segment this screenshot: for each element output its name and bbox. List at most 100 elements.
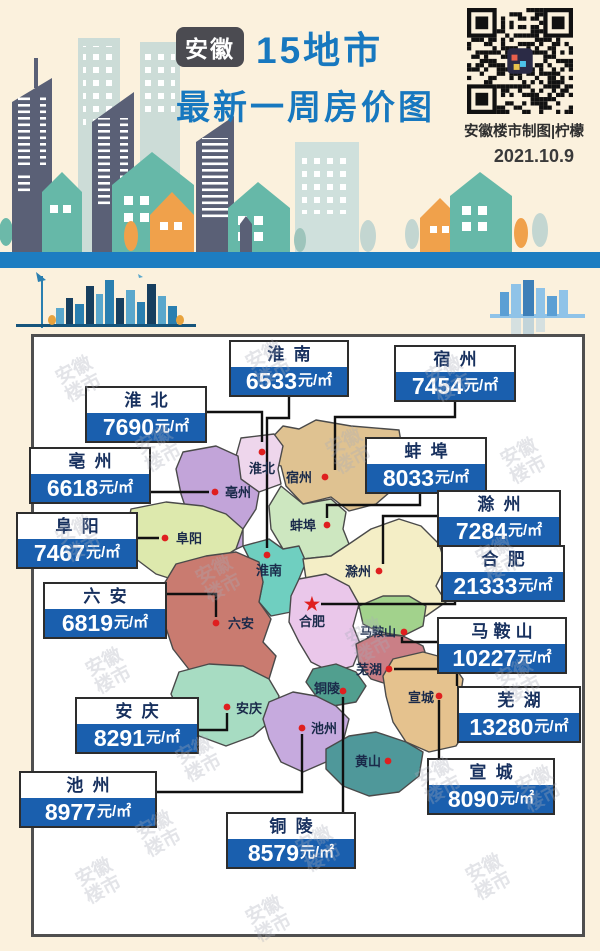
map-label-bozhou: 亳州 [225, 485, 251, 500]
region-maanshan [358, 595, 427, 637]
price-value: 7690 [102, 414, 154, 440]
deco-skyline-left [16, 272, 196, 328]
price-value: 10227 [452, 645, 517, 671]
price-value: 13280 [469, 714, 534, 740]
price-value: 7454 [411, 373, 463, 399]
page-title: 安徽 15地市 最新一周房价图 [176, 20, 435, 129]
map-label-luan: 六安 [228, 616, 254, 631]
price-unit: 元/㎡ [99, 479, 134, 496]
city-price: 8090 元/㎡ [429, 785, 553, 813]
marker-luan [212, 619, 220, 627]
price-value: 6618 [46, 475, 98, 501]
credit-text: 安徽楼市制图|柠檬 [464, 124, 585, 140]
map-label-maanshan: 马鞍山 [360, 624, 396, 639]
price-value: 8977 [44, 799, 96, 825]
province-badge: 安徽 [176, 27, 244, 67]
title-line1: 15地市 [256, 30, 384, 71]
marker-xuancheng [435, 692, 443, 700]
map-label-tongling: 铜陵 [313, 681, 341, 696]
city-price: 21333 元/㎡ [443, 572, 563, 600]
city-name: 铜陵 [228, 814, 354, 839]
marker-bozhou [211, 488, 219, 496]
city-name: 蚌埠 [367, 439, 485, 464]
region-tongling [305, 663, 367, 707]
price-unit: 元/㎡ [464, 377, 499, 394]
city-name: 安庆 [77, 699, 197, 724]
city-price: 7454 元/㎡ [396, 372, 514, 400]
price-label-hefei: 合肥 21333 元/㎡ [441, 545, 565, 602]
city-name: 马鞍山 [439, 619, 565, 644]
city-price: 8579 元/㎡ [228, 839, 354, 867]
city-name: 淮南 [231, 342, 347, 367]
marker-huangshan [384, 757, 392, 765]
city-name: 芜湖 [459, 688, 579, 713]
city-name: 阜阳 [18, 514, 136, 539]
date-text: 2021.10.9 [493, 146, 574, 166]
map-label-wuhu: 芜湖 [356, 662, 382, 677]
city-price: 7467 元/㎡ [18, 539, 136, 567]
price-unit: 元/㎡ [114, 614, 149, 631]
marker-suzhou [321, 473, 329, 481]
price-label-bengbu: 蚌埠 8033 元/㎡ [365, 437, 487, 494]
city-name: 淮北 [87, 388, 205, 413]
price-label-tongling: 铜陵 8579 元/㎡ [226, 812, 356, 869]
city-price: 13280 元/㎡ [459, 713, 579, 741]
marker-huaibei [258, 448, 266, 456]
city-price: 8291 元/㎡ [77, 724, 197, 752]
region-huangshan [325, 731, 424, 797]
marker-maanshan [400, 628, 408, 636]
map-label-xuancheng: 宣城 [408, 690, 434, 705]
region-hefei [288, 573, 362, 673]
price-value: 8033 [382, 465, 434, 491]
city-price: 8033 元/㎡ [367, 464, 485, 492]
price-value: 7467 [33, 540, 85, 566]
marker-tongling [339, 687, 347, 695]
price-label-huainan: 淮南 6533 元/㎡ [229, 340, 349, 397]
city-price: 10227 元/㎡ [439, 644, 565, 672]
price-value: 8291 [93, 725, 145, 751]
price-value: 8579 [247, 840, 299, 866]
deco-skyline-right [490, 280, 585, 338]
qr-code [467, 8, 573, 114]
marker-wuhu [385, 665, 393, 673]
city-price: 6618 元/㎡ [31, 474, 149, 502]
marker-fuyang [161, 534, 169, 542]
city-price: 8977 元/㎡ [21, 798, 155, 826]
map-label-chuzhou: 滁州 [345, 564, 371, 579]
price-label-xuancheng: 宣城 8090 元/㎡ [427, 758, 555, 815]
price-value: 21333 [453, 573, 518, 599]
price-value: 7284 [455, 518, 507, 544]
map-label-huainan: 淮南 [255, 563, 282, 578]
price-label-luan: 六安 6819 元/㎡ [43, 582, 167, 639]
price-label-huaibei: 淮北 7690 元/㎡ [85, 386, 207, 443]
price-unit: 元/㎡ [298, 372, 333, 389]
map-label-chizhou: 池州 [311, 721, 337, 736]
map-label-bengbu: 蚌埠 [290, 518, 316, 533]
price-label-suzhou: 宿州 7454 元/㎡ [394, 345, 516, 402]
price-value: 6533 [245, 368, 297, 394]
marker-chizhou [298, 724, 306, 732]
price-label-fuyang: 阜阳 7467 元/㎡ [16, 512, 138, 569]
title-line2: 最新一周房价图 [176, 89, 435, 127]
city-name: 滁州 [439, 492, 559, 517]
map-label-huaibei: 淮北 [248, 461, 275, 476]
price-label-bozhou: 亳州 6618 元/㎡ [29, 447, 151, 504]
price-label-chuzhou: 滁州 7284 元/㎡ [437, 490, 561, 547]
price-unit: 元/㎡ [300, 844, 335, 861]
city-price: 6533 元/㎡ [231, 367, 347, 395]
marker-anqing [223, 703, 231, 711]
map-label-huangshan: 黄山 [355, 754, 381, 769]
price-unit: 元/㎡ [97, 803, 132, 820]
map-label-anqing: 安庆 [236, 701, 262, 716]
price-unit: 元/㎡ [508, 522, 543, 539]
price-label-wuhu: 芜湖 13280 元/㎡ [457, 686, 581, 743]
header-skyline-illustration [0, 38, 600, 268]
price-label-maanshan: 马鞍山 10227 元/㎡ [437, 617, 567, 674]
price-value: 6819 [61, 610, 113, 636]
city-name: 宣城 [429, 760, 553, 785]
marker-huainan [263, 551, 271, 559]
hefei-capital-star-icon: ★ [304, 594, 321, 614]
price-label-chizhou: 池州 8977 元/㎡ [19, 771, 157, 828]
marker-bengbu [323, 521, 331, 529]
city-price: 7284 元/㎡ [439, 517, 559, 545]
